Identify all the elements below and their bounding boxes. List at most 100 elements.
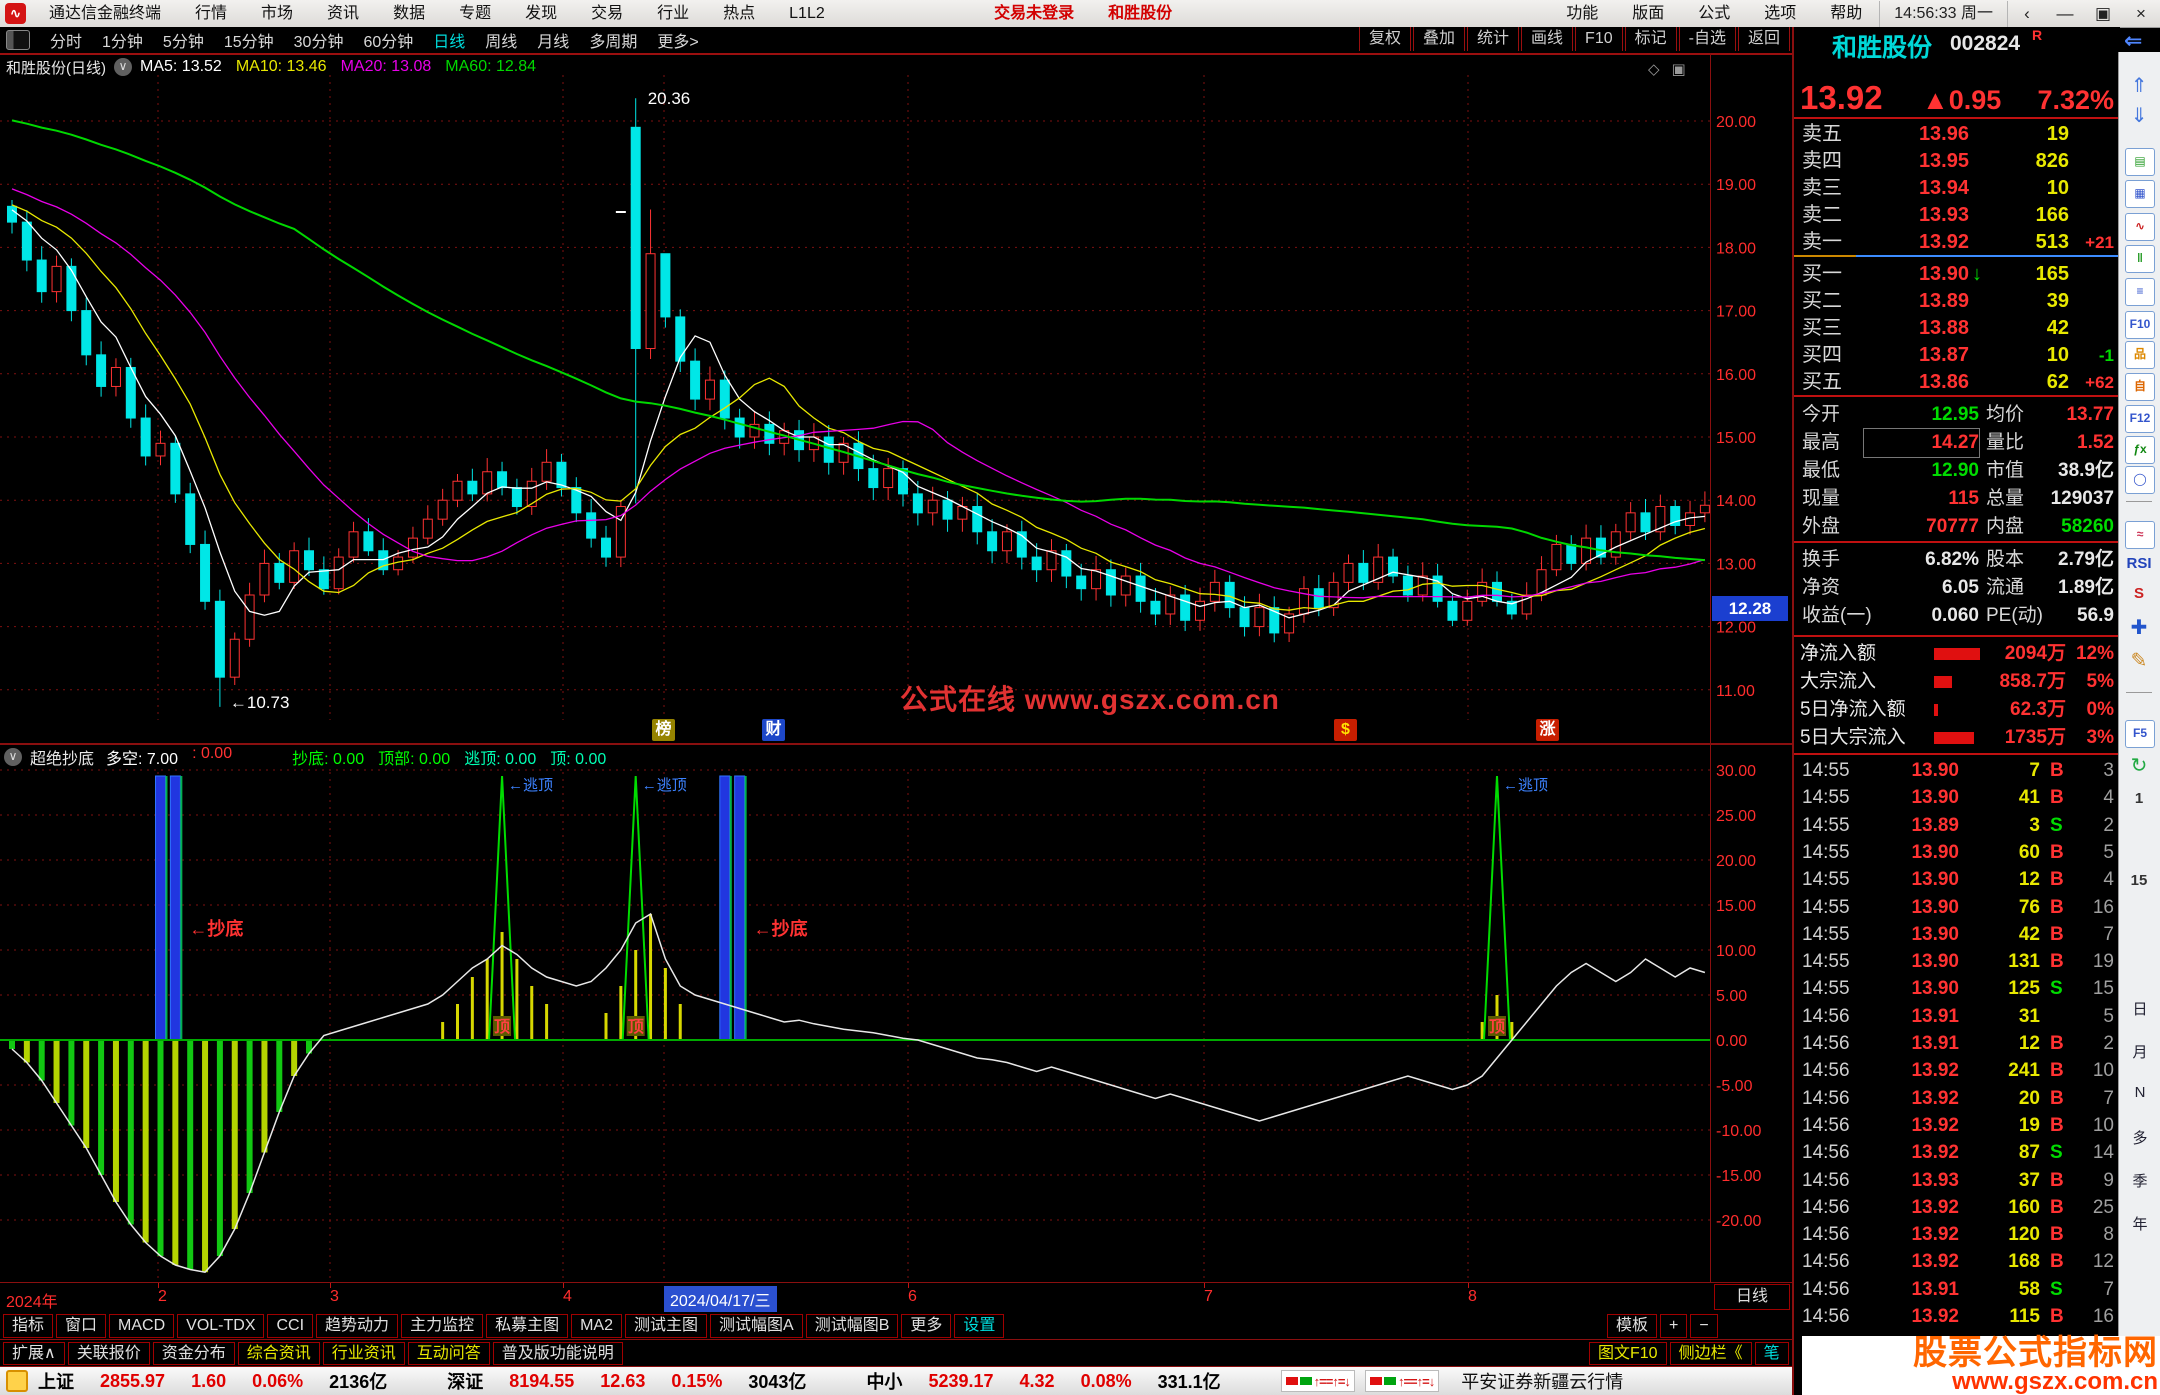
period-tab-5分钟[interactable]: 5分钟 [162, 34, 204, 51]
menu-item-发现[interactable]: 发现 [525, 4, 558, 22]
ask-row-卖一[interactable]: 卖一 13.92 513 +21 [1794, 229, 2120, 256]
strip-label-日[interactable]: 日 [2132, 1001, 2148, 1018]
tab-趋势动力[interactable]: 趋势动力 [316, 1313, 399, 1338]
menu-item-行业[interactable]: 行业 [657, 4, 690, 22]
extend-item-行业资讯[interactable]: 行业资讯 [322, 1341, 405, 1365]
bid-row-买四[interactable]: 买四 13.87 10 -1 [1794, 342, 2120, 369]
tab-right-模板[interactable]: 模板 [1607, 1314, 1658, 1338]
menu-item-行情[interactable]: 行情 [195, 4, 228, 22]
index-quote-中小[interactable]: 中小 5239.17 4.32 0.08% 331.1亿 [866, 1368, 1246, 1394]
ask-row-卖五[interactable]: 卖五 13.96 19 [1794, 121, 2120, 148]
event-marker-榜[interactable]: 榜 [652, 719, 675, 741]
tick-count[interactable]: 15 [2130, 872, 2148, 889]
status-icon[interactable] [6, 1370, 28, 1392]
tab-MA2[interactable]: MA2 [571, 1313, 622, 1338]
extend-item-扩展∧[interactable]: 扩展∧ [3, 1341, 65, 1365]
tab-right-+[interactable]: + [1660, 1314, 1688, 1338]
extend-item-综合资讯[interactable]: 综合资讯 [237, 1341, 320, 1365]
restore-button[interactable]: ▣ [2094, 3, 2112, 23]
tab-测试幅图A[interactable]: 测试幅图A [710, 1313, 803, 1338]
period-tab-15分钟[interactable]: 15分钟 [223, 34, 274, 51]
extend-item-普及版功能说明[interactable]: 普及版功能说明 [492, 1341, 623, 1365]
menu-item-交易[interactable]: 交易 [591, 4, 624, 22]
strip-label-年[interactable]: 年 [2132, 1216, 2148, 1233]
extend-item-互动问答[interactable]: 互动问答 [407, 1341, 490, 1365]
extend-item-资金分布[interactable]: 资金分布 [152, 1341, 235, 1365]
period-tab-日线[interactable]: 日线 [433, 34, 466, 51]
structure-icon[interactable]: 品 [2125, 341, 2155, 369]
menu-item-L1L2[interactable]: L1L2 [789, 4, 825, 22]
tab-主力监控[interactable]: 主力监控 [401, 1313, 484, 1338]
minimize-button[interactable]: — [2056, 3, 2074, 23]
tool-button-统计[interactable]: 统计 [1467, 27, 1520, 51]
tab-测试主图[interactable]: 测试主图 [625, 1313, 708, 1338]
tab-窗口[interactable]: 窗口 [56, 1313, 107, 1338]
chevron-down-icon[interactable]: ∨ [114, 58, 132, 76]
strip-label-季[interactable]: 季 [2132, 1173, 2148, 1190]
bid-row-买二[interactable]: 买二 13.89 39 [1794, 288, 2120, 315]
tab-私募主图[interactable]: 私募主图 [486, 1313, 569, 1338]
report-icon[interactable]: ▤ [2125, 148, 2155, 176]
extend-item-关联报价[interactable]: 关联报价 [67, 1341, 150, 1365]
index-quote-深证[interactable]: 深证 8194.55 12.63 0.15% 3043亿 [447, 1368, 832, 1394]
menu-item-专题[interactable]: 专题 [459, 4, 492, 22]
tool-button-画线[interactable]: 画线 [1521, 27, 1574, 51]
strip-label-多[interactable]: 多 [2132, 1130, 2148, 1147]
tool-button--自选[interactable]: -自选 [1678, 27, 1736, 51]
rsi-icon[interactable]: RSI [2126, 555, 2152, 572]
tab-VOL-TDX[interactable]: VOL-TDX [177, 1313, 265, 1338]
strip-label-月[interactable]: 月 [2132, 1044, 2148, 1061]
menu-item-热点[interactable]: 热点 [723, 4, 756, 22]
tab-更多[interactable]: 更多 [901, 1313, 952, 1338]
tool-button-F10[interactable]: F10 [1575, 27, 1623, 51]
tool-button-返回[interactable]: 返回 [1737, 27, 1790, 51]
strip-label-N[interactable]: N [2134, 1084, 2146, 1101]
menu-item-资讯[interactable]: 资讯 [327, 4, 360, 22]
tool-button-叠加[interactable]: 叠加 [1413, 27, 1466, 51]
kline-chart-icon[interactable]: ‖ [2125, 245, 2155, 273]
menu-item-公式[interactable]: 公式 [1698, 4, 1731, 22]
bid-row-买五[interactable]: 买五 13.86 62 +62 [1794, 369, 2120, 396]
back-arrow-icon[interactable]: ⇐ [2124, 28, 2143, 53]
menu-item-选项[interactable]: 选项 [1764, 4, 1797, 22]
wave-icon[interactable]: ≈ [2125, 521, 2155, 549]
tab-CCI[interactable]: CCI [267, 1313, 314, 1338]
tab-right-−[interactable]: − [1690, 1314, 1718, 1338]
event-marker-$[interactable]: $ [1334, 719, 1357, 741]
money-icon[interactable]: S [2133, 585, 2144, 602]
active-stock-link[interactable]: 和胜股份 [1108, 4, 1173, 22]
f12-icon[interactable]: F12 [2125, 405, 2155, 433]
event-marker-财[interactable]: 财 [762, 719, 785, 741]
panel-icon[interactable]: ▣ [1671, 61, 1686, 78]
tab-settings[interactable]: 设置 [954, 1313, 1005, 1338]
tool-button-标记[interactable]: 标记 [1624, 27, 1677, 51]
tab-测试幅图B[interactable]: 测试幅图B [805, 1313, 899, 1338]
stock-header[interactable]: 和胜股份 002824 R [1794, 27, 2120, 62]
refresh-icon[interactable]: ↻ [2130, 755, 2148, 777]
index-quote-上证[interactable]: 上证 2855.97 1.60 0.06% 2136亿 [38, 1368, 413, 1394]
ask-row-卖二[interactable]: 卖二 13.93 166 [1794, 202, 2120, 229]
period-tab-60分钟[interactable]: 60分钟 [363, 34, 414, 51]
menu-item-版面[interactable]: 版面 [1632, 4, 1665, 22]
period-tab-更多>[interactable]: 更多> [657, 34, 699, 51]
ask-row-卖四[interactable]: 卖四 13.95 826 [1794, 148, 2120, 175]
chart-canvas[interactable]: 20.0019.0018.0017.0016.0015.0014.0013.00… [0, 0, 1792, 1395]
menu-item-市场[interactable]: 市场 [261, 4, 294, 22]
extend-right-笔[interactable]: 笔 [1754, 1342, 1789, 1365]
chevron-down-icon[interactable]: ∨ [4, 747, 22, 766]
menu-item-功能[interactable]: 功能 [1566, 4, 1599, 22]
tool-button-复权[interactable]: 复权 [1358, 27, 1411, 51]
tab-指标[interactable]: 指标 [3, 1313, 54, 1338]
period-tab-周线[interactable]: 周线 [485, 34, 518, 51]
period-tab-1分钟[interactable]: 1分钟 [102, 34, 143, 51]
menu-item-数据[interactable]: 数据 [393, 4, 426, 22]
date-axis[interactable]: 2024年 2 3 4 6 7 8 2024/04/17/三 [0, 1282, 1792, 1313]
bid-row-买三[interactable]: 买三 13.88 42 [1794, 315, 2120, 342]
ask-row-卖三[interactable]: 卖三 13.94 10 [1794, 175, 2120, 202]
login-status[interactable]: 交易未登录 [994, 4, 1075, 22]
loop-icon[interactable]: ◯ [2125, 466, 2155, 494]
news-icon[interactable]: ≡ [2125, 278, 2155, 306]
diamond-icon[interactable]: ◇ [1648, 61, 1660, 78]
trend-chart-icon[interactable]: ∿ [2125, 213, 2155, 241]
extend-right-图文F10[interactable]: 图文F10 [1589, 1342, 1667, 1365]
